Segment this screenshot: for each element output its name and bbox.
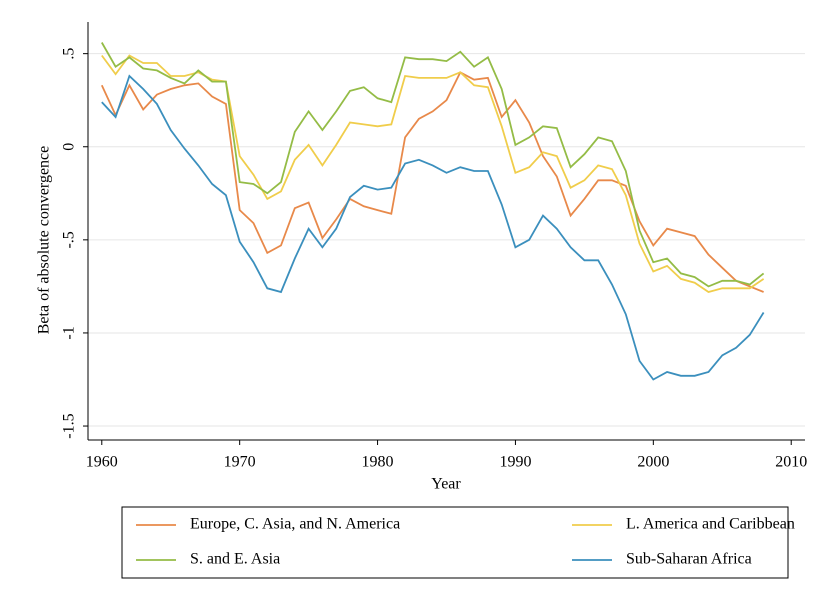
series-line (101, 74, 765, 381)
legend-label: Sub-Saharan Africa (626, 551, 752, 568)
y-tick-label: 0 (61, 143, 78, 151)
y-tick-label: -1.5 (61, 413, 78, 438)
series-line (101, 54, 765, 293)
x-axis-title: Year (431, 476, 461, 493)
y-tick-label: -.5 (61, 231, 78, 248)
legend-label: Europe, C. Asia, and N. America (190, 516, 400, 533)
x-tick-label: 1970 (224, 454, 256, 471)
legend-label: S. and E. Asia (190, 551, 280, 568)
y-axis-title: Beta of absolute convergence (36, 146, 53, 335)
y-tick-label: -1 (61, 326, 78, 339)
x-tick-label: 2000 (637, 454, 669, 471)
legend-box (121, 506, 789, 579)
x-tick-label: 1980 (362, 454, 394, 471)
x-tick-label: 1990 (499, 454, 531, 471)
x-tick-label: 2010 (775, 454, 807, 471)
series-line (101, 42, 765, 288)
y-tick-label: .5 (61, 48, 78, 60)
legend-label: L. America and Caribbean (626, 516, 795, 533)
x-tick-label: 1960 (86, 454, 118, 471)
series-line (100, 71, 764, 293)
